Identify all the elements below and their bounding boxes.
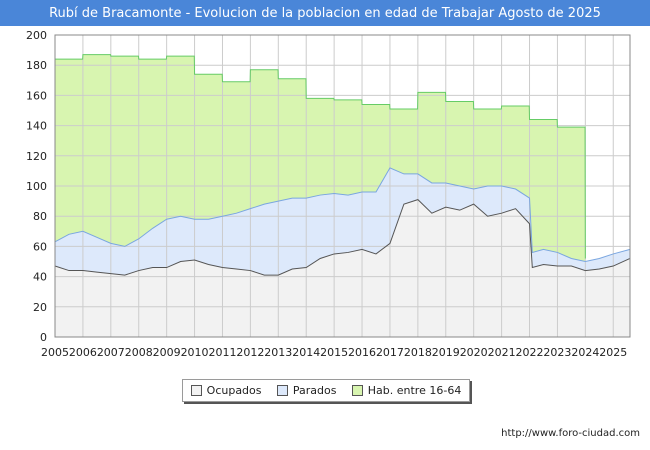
y-tick-label-6: 120 [26,150,47,163]
y-tick-label-0: 0 [40,331,47,344]
area-0 [55,199,630,337]
x-tick-label-15: 2020 [460,346,488,359]
x-tick-label-6: 2011 [208,346,236,359]
y-tick-label-8: 160 [26,89,47,102]
x-tick-label-4: 2009 [153,346,181,359]
y-tick-label-2: 40 [33,271,47,284]
x-tick-label-1: 2006 [69,346,97,359]
line-0 [54,199,631,276]
y-tick-label-1: 20 [33,301,47,314]
legend-label-parados: Parados [292,384,337,397]
line-2 [55,54,586,259]
x-tick-label-18: 2023 [543,346,571,359]
source-url[interactable]: http://www.foro-ciudad.com [501,428,640,439]
x-tick-label-5: 2010 [181,346,209,359]
legend-swatch-parados [276,385,288,396]
line-1 [54,167,631,263]
x-tick-label-16: 2021 [488,346,516,359]
legend-swatch-habitantes [351,385,363,396]
legend-label-habitantes: Hab. entre 16-64 [367,384,462,397]
x-tick-label-2: 2007 [97,346,125,359]
chart-title: Rubí de Bracamonte - Evolucion de la pob… [0,0,650,26]
x-tick-label-20: 2025 [599,346,627,359]
y-tick-label-9: 180 [26,59,47,72]
x-tick-label-17: 2022 [516,346,544,359]
x-tick-label-13: 2018 [404,346,432,359]
chart-legend: Ocupados Parados Hab. entre 16-64 [182,379,470,402]
y-tick-label-7: 140 [26,120,47,133]
y-tick-label-10: 200 [26,29,47,42]
legend-item-parados: Parados [276,384,337,397]
y-tick-label-3: 60 [33,240,47,253]
legend-item-habitantes: Hab. entre 16-64 [351,384,462,397]
x-tick-label-11: 2016 [348,346,376,359]
y-tick-label-5: 100 [26,180,47,193]
x-tick-label-0: 2005 [41,346,69,359]
x-tick-label-12: 2017 [376,346,404,359]
y-tick-label-4: 80 [33,210,47,223]
x-tick-label-3: 2008 [125,346,153,359]
x-tick-label-9: 2014 [292,346,320,359]
x-tick-label-8: 2013 [264,346,292,359]
plot-frame [54,34,631,338]
legend-label-ocupados: Ocupados [206,384,262,397]
x-tick-label-19: 2024 [571,346,599,359]
x-tick-label-7: 2012 [236,346,264,359]
x-tick-label-14: 2019 [432,346,460,359]
x-tick-label-10: 2015 [320,346,348,359]
legend-swatch-ocupados [190,385,202,396]
legend-item-ocupados: Ocupados [190,384,262,397]
